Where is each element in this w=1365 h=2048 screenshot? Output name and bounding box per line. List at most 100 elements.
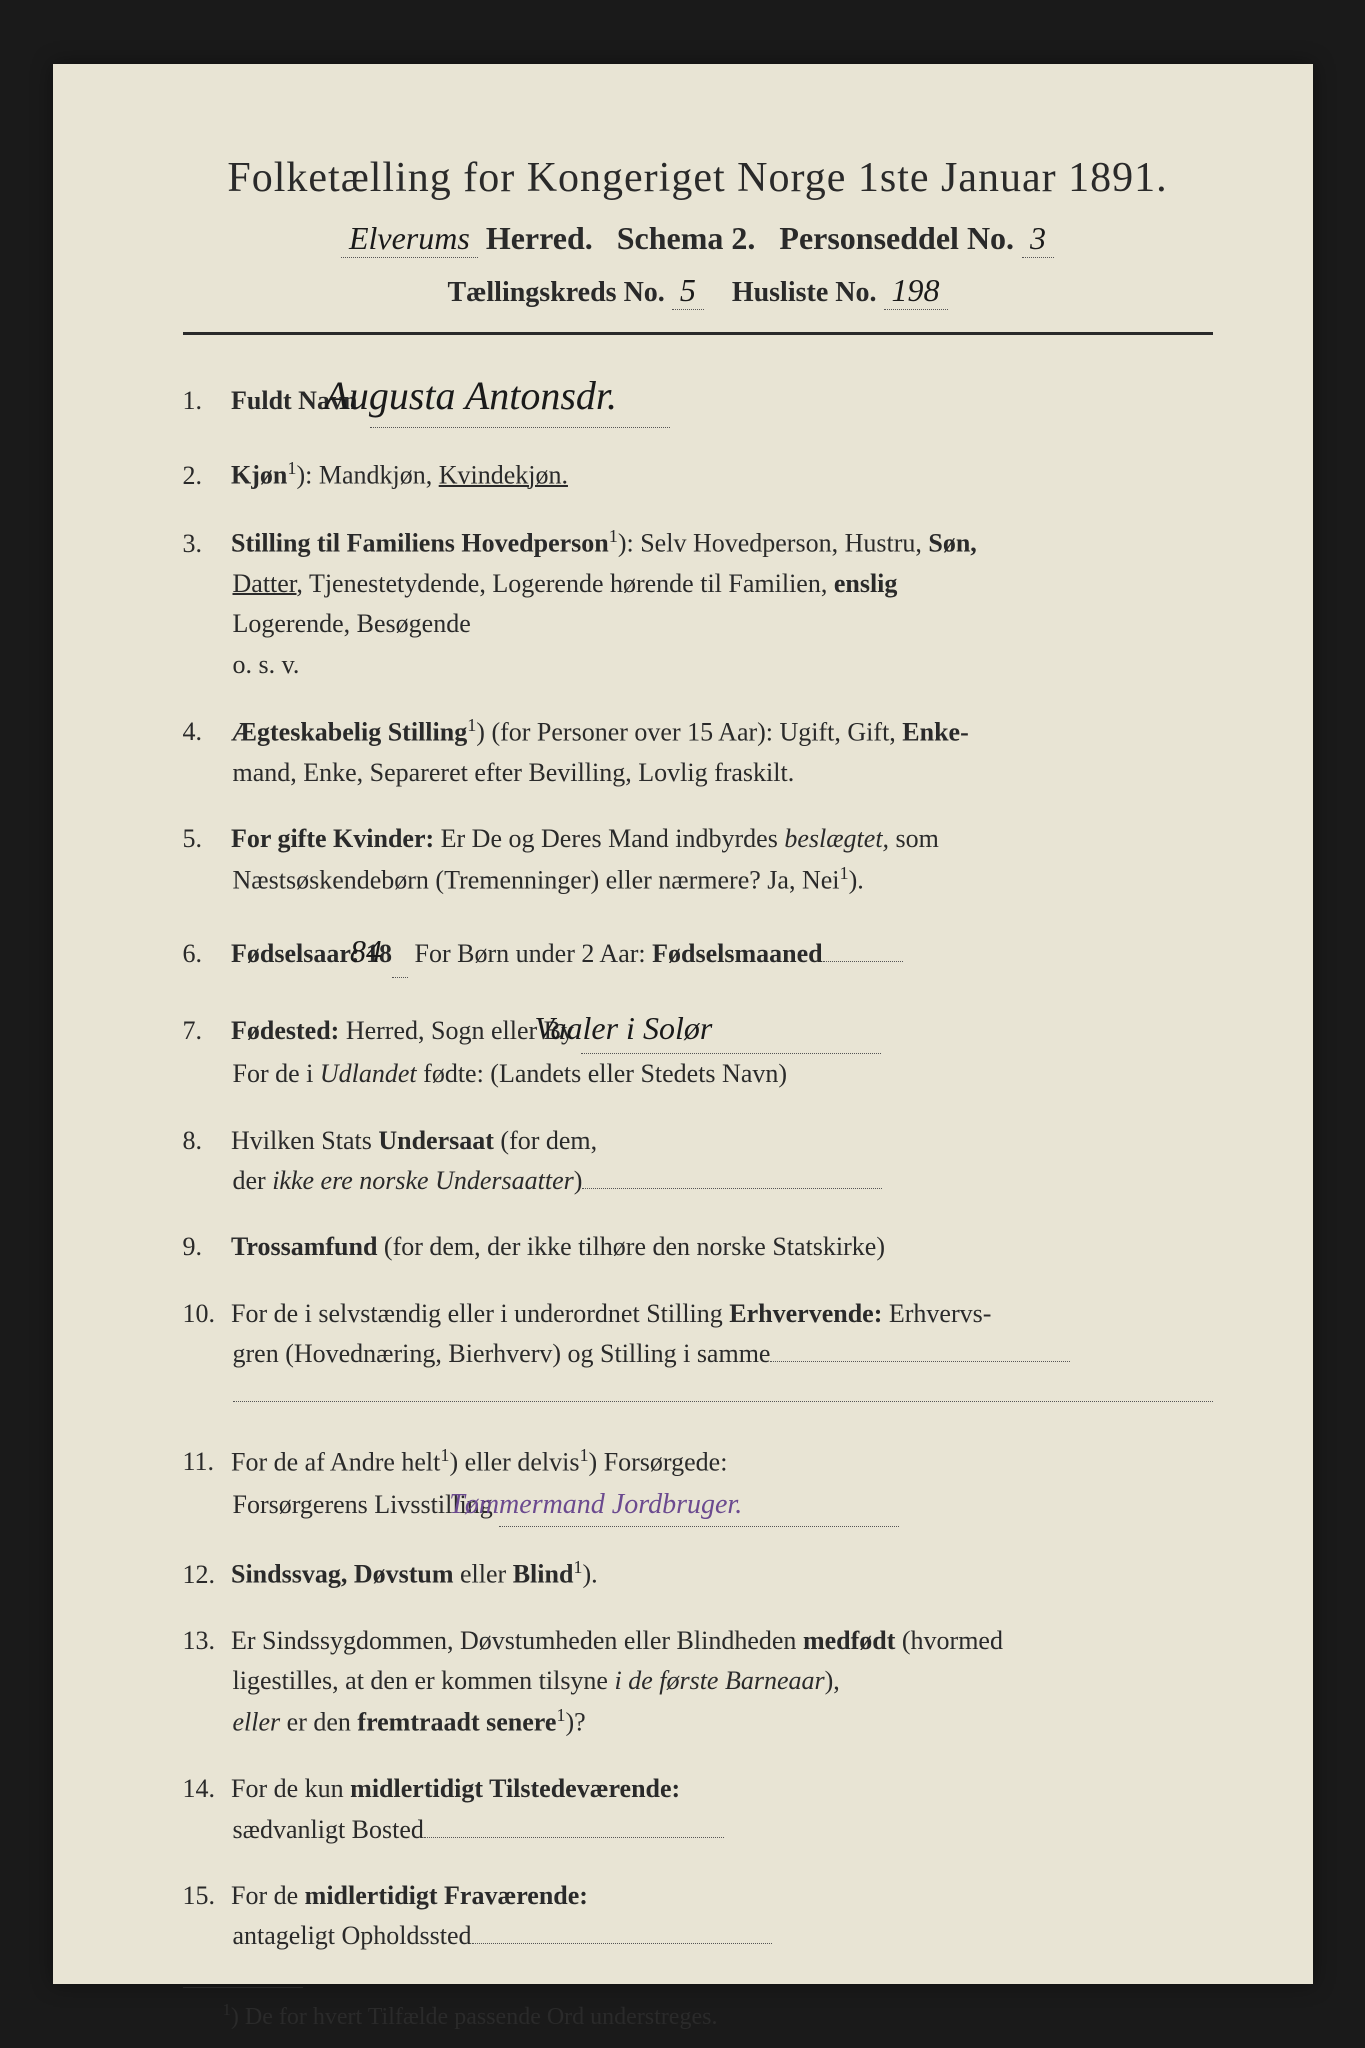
item-text: For de af Andre helt [231,1447,440,1476]
header-line-2: Elverums Herred. Schema 2. Personseddel … [183,220,1213,258]
provider-occupation-value: Tømmermand Jordbruger. [499,1483,899,1527]
item-number: 13. [183,1621,225,1661]
item-text-bold: Undersaat [378,1126,494,1155]
item-text: ), [825,1666,840,1695]
item-text: sædvanligt Bosted [233,1815,424,1844]
item-number: 15. [183,1876,225,1916]
sup-ref: 1 [556,1705,565,1725]
sup-ref: 1 [579,1445,588,1465]
item-number: 5. [183,819,225,859]
item-text: ) eller delvis [449,1447,579,1476]
form-item-1: 1. Fuldt Navn Augusta Antonsdr. [183,365,1213,428]
footnote-text: 1) De for hvert Tilfælde passende Ord un… [183,2000,1213,2031]
form-item-12: 12. Sindssvag, Døvstum eller Blind1). [183,1553,1213,1595]
item-text: gren (Hovednæring, Bierhverv) og Stillin… [233,1339,771,1368]
item-text: Erhvervs- [882,1299,991,1328]
item-text-italic: ikke ere norske Undersaatter [272,1166,574,1195]
item-text: (hvormed [895,1626,1003,1655]
item-text: Logerende, Besøgende [233,609,471,638]
item-text-italic: beslægtet, [784,824,889,853]
sup-ref: 1 [467,715,476,735]
item-text: ) [574,1166,583,1195]
item-text-bold: midlertidigt Fraværende: [305,1881,588,1910]
item-number: 2. [183,456,225,496]
dotted-line [233,1376,1213,1402]
item-number: 11. [183,1442,225,1482]
item-text-bold: enslig [834,569,898,598]
item-text: Er Sindssygdommen, Døvstumheden eller Bl… [231,1626,803,1655]
item-text: ): Selv Hovedperson, Hustru, [618,529,929,558]
page-title: Folketælling for Kongeriget Norge 1ste J… [183,154,1213,202]
footnote-divider [183,1987,303,1988]
item-text: Tjenestetydende, Logerende hørende til F… [303,569,834,598]
item-text: (for dem, der ikke tilhøre den norske St… [377,1232,885,1261]
form-item-10: 10. For de i selvstændig eller i underor… [183,1294,1213,1415]
item-text-italic: i de første Barneaar [614,1666,824,1695]
item-text: (for dem, [494,1126,597,1155]
item-text-bold: Trossamfund [231,1232,377,1261]
taellingskreds-value: 5 [672,272,704,310]
document-header: Folketælling for Kongeriget Norge 1ste J… [183,154,1213,310]
item-text: ) (for Personer over 15 Aar): Ugift, Gif… [476,717,902,746]
item-number: 7. [183,1011,225,1051]
header-divider [183,332,1213,335]
item-text-bold: Enke- [902,717,968,746]
husliste-label: Husliste No. [732,277,877,308]
item-number: 4. [183,712,225,752]
item-text: For de [231,1881,305,1910]
item-text-bold: midlertidigt Tilstedeværende: [350,1774,680,1803]
item-text-bold: Fødselsmaaned [652,939,822,968]
personseddel-label: Personseddel No. [779,220,1014,256]
item-text: fødte: (Landets eller Stedets Navn) [417,1059,787,1088]
item-label: Kjøn [231,461,287,490]
bosted-field [424,1837,724,1838]
item-text: er den [280,1708,357,1737]
form-item-5: 5. For gifte Kvinder: Er De og Deres Man… [183,819,1213,901]
item-text: antageligt Opholdssted [233,1921,472,1950]
item-text: eller [454,1560,513,1589]
herred-value: Elverums [341,220,478,258]
birthplace-value: Vaaler i Solør [581,1004,881,1055]
item-number: 1. [183,381,225,421]
item-text: For Børn under 2 Aar: [408,939,652,968]
item-text: mand, Enke, Separeret efter Bevilling, L… [233,758,795,787]
form-item-11: 11. For de af Andre helt1) eller delvis1… [183,1441,1213,1527]
item-number: 8. [183,1121,225,1161]
item-text: ) Forsørgede: [589,1447,728,1476]
form-item-8: 8. Hvilken Stats Undersaat (for dem, der… [183,1121,1213,1202]
item-text-italic: eller [233,1708,281,1737]
opholdssted-field [472,1943,772,1944]
item-text: For de i selvstændig eller i underordnet… [231,1299,729,1328]
personseddel-value: 3 [1022,220,1054,258]
header-line-3: Tællingskreds No. 5 Husliste No. 198 [183,272,1213,310]
item-text: ligestilles, at den er kommen tilsyne [233,1666,615,1695]
item-text: Hvilken Stats [231,1126,378,1155]
form-item-15: 15. For de midlertidigt Fraværende: anta… [183,1876,1213,1957]
kvindekjon-selected: Kvindekjøn. [439,461,568,490]
item-text-bold: Sindssvag, Døvstum [231,1560,454,1589]
item-label: Stilling til Familiens Hovedperson [231,529,609,558]
item-text: Næstsøskendebørn (Tremenninger) eller næ… [233,866,840,895]
item-text-italic: Udlandet [320,1059,417,1088]
item-text-bold: fremtraadt senere [357,1708,556,1737]
fuldt-navn-value: Augusta Antonsdr. [370,365,670,428]
item-number: 6. [183,934,225,974]
occupation-field [770,1361,1070,1362]
form-item-14: 14. For de kun midlertidigt Tilstedevære… [183,1769,1213,1850]
item-text: ). [583,1560,598,1589]
form-item-13: 13. Er Sindssygdommen, Døvstumheden elle… [183,1621,1213,1744]
form-item-6: 6. Fødselsaar: 1884 For Børn under 2 Aar… [183,927,1213,978]
item-text: For de kun [231,1774,350,1803]
item-number: 12. [183,1555,225,1595]
form-item-9: 9. Trossamfund (for dem, der ikke tilhør… [183,1227,1213,1267]
form-item-2: 2. Kjøn1): Mandkjøn, Kvindekjøn. [183,454,1213,496]
item-text: Er De og Deres Mand indbyrdes [434,824,784,853]
item-label: Fødested: [231,1016,339,1045]
datter-selected: Datter, [233,569,303,598]
item-text-bold: Erhvervende: [729,1299,882,1328]
item-text: For de i [233,1059,320,1088]
item-label: Ægteskabelig Stilling [231,717,467,746]
birth-year-value: 84 [392,927,408,978]
item-text: )? [566,1708,586,1737]
item-label: For gifte Kvinder: [231,824,434,853]
